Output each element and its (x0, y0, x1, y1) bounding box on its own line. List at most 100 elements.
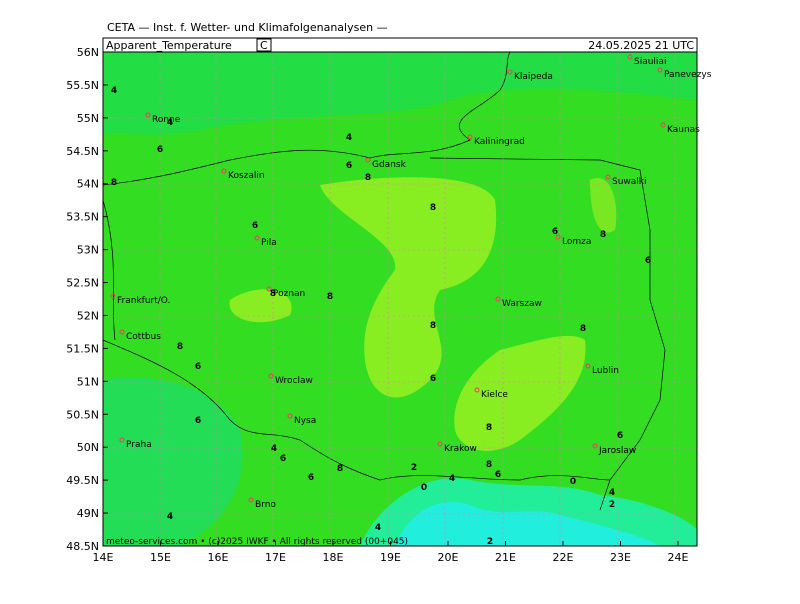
contour-label: 4 (375, 523, 381, 533)
city-dot (467, 134, 473, 140)
city-label: Lublin (592, 366, 619, 376)
contour-label: 8 (600, 230, 606, 240)
city-dot (585, 363, 591, 369)
lat-label: 53N (77, 244, 99, 257)
city-label: Praha (126, 440, 152, 450)
city-dot (555, 234, 561, 240)
lat-label: 48.5N (66, 540, 99, 553)
unit-box (256, 38, 272, 52)
city-dot (660, 122, 666, 128)
lon-label: 23E (610, 551, 631, 564)
lat-label: 49.5N (66, 474, 99, 487)
contour-label: 6 (195, 362, 201, 372)
contour-label: 4 (346, 133, 352, 143)
lat-label: 50.5N (66, 408, 99, 421)
contour-label: 6 (280, 454, 286, 464)
city-label: Panevezys (664, 70, 712, 80)
city-label: Ronne (152, 115, 181, 125)
lon-label: 18E (323, 551, 344, 564)
city-dot (119, 329, 125, 335)
panel-title: Apparent_Temperature (106, 39, 232, 52)
contour-label: 8 (430, 203, 436, 213)
city-label: Lomza (562, 237, 591, 247)
contour-label: 8 (580, 324, 586, 334)
contour-label: 4 (167, 118, 173, 128)
city-dot (287, 413, 293, 419)
contour-label: 4 (111, 86, 117, 96)
contour-label: 6 (495, 470, 501, 480)
graticule (103, 52, 697, 546)
lon-label: 17E (265, 551, 286, 564)
contour-label: 6 (552, 227, 558, 237)
contour-label: 6 (195, 416, 201, 426)
lon-label: 20E (438, 551, 459, 564)
city-label: Kielce (481, 390, 508, 400)
city-dot (495, 296, 501, 302)
contour-label: 6 (617, 431, 623, 441)
map-field (102, 51, 697, 546)
lat-label: 53.5N (66, 211, 99, 224)
borders (102, 51, 666, 511)
lat-label: 56N (77, 46, 99, 59)
panel-date: 24.05.2025 21 UTC (588, 39, 694, 52)
city-label: Kaunas (667, 125, 700, 135)
city-label: Siauliai (634, 57, 666, 67)
lat-label: 55.5N (66, 79, 99, 92)
city-label: Klaipeda (514, 72, 553, 82)
contour-label: 6 (308, 473, 314, 483)
city-label: Suwalki (612, 177, 647, 187)
city-dot (110, 293, 116, 299)
contour-label: 4 (609, 488, 615, 498)
city-label: Warszaw (502, 299, 542, 309)
city-label: Frankfurt/O. (117, 296, 170, 306)
cool-patch (103, 377, 243, 546)
contour-label: 6 (157, 145, 163, 155)
contour-label: 0 (570, 477, 576, 487)
lon-label: 16E (208, 551, 229, 564)
header: CETA — Inst. f. Wetter- und Klimafolgena… (107, 21, 388, 34)
lon-label: 19E (380, 551, 401, 564)
contour-label: 2 (609, 500, 615, 510)
city-dot (268, 373, 274, 379)
warm-patch (320, 177, 497, 398)
city-label: Pila (261, 238, 277, 248)
lat-label: 55N (77, 112, 99, 125)
city-dot (248, 497, 254, 503)
city-label: Wroclaw (275, 376, 313, 386)
city-label: Krakow (444, 444, 477, 454)
contour-label: 6 (645, 256, 651, 266)
lon-label: 14E (93, 551, 114, 564)
lon-label: 22E (553, 551, 574, 564)
city-label: Nysa (294, 416, 316, 426)
contour-label: 8 (365, 173, 371, 183)
lon-label: 15E (150, 551, 171, 564)
contour-label: 6 (252, 221, 258, 231)
warm-patch (229, 289, 292, 323)
contour-label: 4 (449, 474, 455, 484)
city-dot (592, 443, 598, 449)
lat-label: 52N (77, 309, 99, 322)
contour-label: 0 (421, 483, 427, 493)
city-dot (365, 157, 371, 163)
map-frame (102, 51, 698, 547)
contour-label: 4 (167, 512, 173, 522)
lon-label: 24E (668, 551, 689, 564)
city-label: Gdansk (372, 160, 407, 170)
contour-label: 6 (430, 374, 436, 384)
city-label: Jaroslaw (598, 446, 636, 456)
contour-label: 8 (486, 460, 492, 470)
city-dot (605, 174, 611, 180)
lat-label: 54N (77, 178, 99, 191)
contour-label: 2 (411, 463, 417, 473)
lat-label: 51N (77, 375, 99, 388)
lon-label: 21E (495, 551, 516, 564)
city-dot (145, 112, 151, 118)
cold-patch (395, 501, 660, 546)
contour-label: 8 (327, 292, 333, 302)
contour-label: 6 (346, 161, 352, 171)
lat-label: 50N (77, 441, 99, 454)
lat-label: 51.5N (66, 342, 99, 355)
lat-label: 52.5N (66, 277, 99, 290)
city-label: Cottbus (126, 332, 161, 342)
contour-label: 8 (111, 178, 117, 188)
